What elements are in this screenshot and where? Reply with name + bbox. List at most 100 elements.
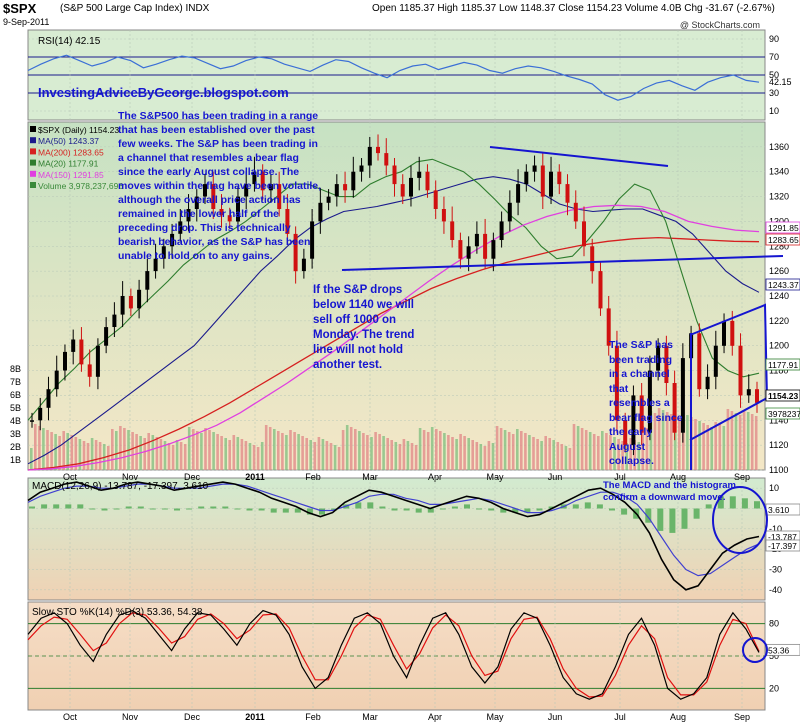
volume-bar (30, 448, 33, 470)
price-bar (285, 209, 290, 234)
volume-bar (378, 434, 381, 470)
price-tick-label: Jul (614, 472, 626, 482)
price-bar (730, 320, 735, 346)
volume-bar (70, 435, 74, 470)
volume-bar (289, 430, 292, 470)
sto-title: Slow STO %K(14) %D(3) 53.36, 54.38 (32, 607, 203, 618)
macd-histogram-bar (125, 506, 132, 509)
price-bar (87, 364, 92, 377)
volume-bar (479, 444, 483, 470)
volume-bar (192, 429, 195, 470)
price-bar (680, 358, 685, 433)
volume-bar (641, 426, 645, 470)
volume-bar (548, 438, 551, 470)
volume-scale-label: 7B (10, 377, 21, 387)
price-value-box (765, 389, 800, 402)
volume-bar (657, 408, 661, 470)
macd-histogram-bar (609, 508, 615, 511)
macd-histogram-bar (77, 504, 84, 509)
macd-histogram-bar (741, 498, 748, 509)
price-bar (301, 258, 306, 272)
price-bar (310, 221, 315, 259)
macd-y-tick: -40 (769, 585, 782, 595)
price-bar (705, 376, 710, 390)
rsi-y-tick: 10 (769, 106, 779, 116)
price-value-label: 1291.85 (768, 223, 799, 233)
panel-macd (27, 477, 766, 601)
volume-bar (240, 439, 244, 470)
volume-bar (345, 425, 349, 470)
volume-bar (325, 441, 329, 470)
volume-bar (410, 443, 414, 470)
volume-bar (119, 426, 122, 470)
volume-bar (82, 441, 86, 470)
price-bar (532, 165, 537, 172)
macd-histogram-bar (294, 508, 301, 513)
volume-bar (710, 427, 713, 470)
price-value-label: 1154.23 (768, 391, 799, 401)
volume-bar (714, 422, 717, 470)
volume-scale-label: 5B (10, 403, 21, 413)
price-bar (450, 221, 455, 240)
macd-histogram-bar (476, 508, 483, 510)
macd-histogram-bar (548, 506, 555, 509)
price-bar (516, 184, 521, 203)
price-value-label: 3978237 (768, 409, 800, 419)
sto-tick-label: Mar (362, 712, 378, 722)
volume-bar (366, 435, 369, 470)
price-bar (672, 383, 677, 433)
volume-bar (252, 445, 256, 470)
price-bar (499, 221, 504, 240)
macd-y-tick: 10 (769, 483, 779, 493)
price-bar (376, 146, 380, 154)
price-bar (46, 389, 51, 408)
price-bar (606, 308, 611, 346)
volume-bar (629, 438, 632, 470)
volume-bar (564, 446, 568, 470)
volume-bar (123, 428, 126, 470)
price-value-box (765, 278, 800, 291)
price-bar (186, 209, 191, 222)
volume-bar (511, 434, 515, 470)
macd-histogram-bar (403, 508, 410, 511)
volume-bar (726, 409, 730, 470)
volume-bar (463, 436, 466, 470)
volume-bar (90, 438, 94, 470)
price-tick-label: May (486, 472, 504, 482)
volume-bar (394, 442, 398, 470)
sto-tick-label: 2011 (245, 712, 265, 722)
macd-histogram-bar (645, 508, 652, 523)
price-bar (384, 153, 389, 166)
price-bar (104, 327, 109, 346)
price-bar (318, 202, 323, 222)
price-bar (219, 209, 224, 216)
price-bar (409, 177, 413, 197)
price-bar (540, 165, 545, 197)
volume-bar (682, 420, 685, 470)
volume-bar (637, 442, 641, 470)
volume-bar (220, 436, 223, 470)
macd-value-label: -17.397 (768, 541, 797, 551)
price-bar (227, 215, 232, 222)
macd-histogram-bar (729, 496, 736, 509)
price-y-tick: 1260 (769, 266, 789, 276)
volume-scale-label: 6B (10, 390, 21, 400)
macd-line (27, 481, 760, 591)
legend-swatch (30, 126, 36, 132)
volume-bar (467, 438, 470, 470)
volume-bar (34, 424, 37, 470)
volume-bar (698, 421, 701, 470)
volume-bar (354, 429, 357, 470)
volume-bar (516, 429, 519, 470)
volume-bar (447, 435, 450, 470)
volume-bar (694, 419, 697, 470)
price-y-tick: 1140 (769, 415, 788, 425)
sto-tick-label: Sep (734, 712, 750, 722)
macd-histogram-bar (391, 508, 398, 511)
price-bar (631, 395, 636, 446)
price-bar (153, 258, 158, 272)
volume-scale-label: 1B (10, 455, 21, 465)
sto-highlight-circle (742, 637, 768, 663)
macd-histogram-bar (258, 508, 265, 511)
volume-bar (532, 437, 535, 470)
